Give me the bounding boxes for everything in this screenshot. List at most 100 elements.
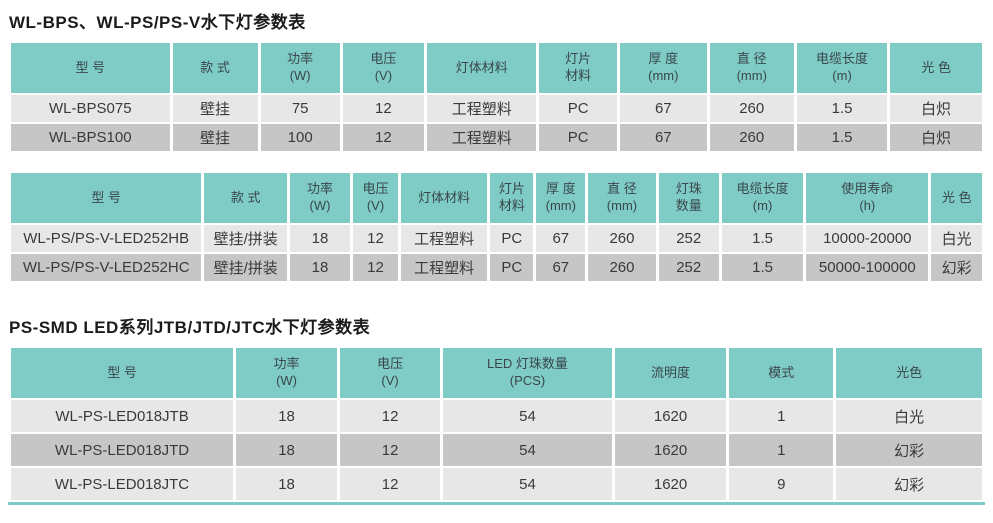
table-wl-bps: 型 号 款 式 功率 (W) 电压 (V) 灯体材料 灯片 材料 厚 度 (mm… — [8, 41, 985, 153]
cell-power: 18 — [236, 468, 338, 500]
cell-voltage: 12 — [352, 225, 398, 252]
cell-mode: 9 — [729, 468, 834, 500]
cell-light-color: 白炽 — [890, 124, 982, 151]
table-row: WL-BPS075 壁挂 75 12 工程塑料 PC 67 260 1.5 白炽 — [11, 95, 982, 122]
col-header-model: 型 号 — [11, 173, 202, 223]
col-header-lifespan: 使用寿命 (h) — [806, 173, 929, 223]
cell-cable-length: 1.5 — [721, 254, 804, 281]
col-header-voltage: 电压 (V) — [340, 348, 441, 398]
cell-style: 壁挂/拼装 — [204, 254, 287, 281]
cell-model: WL-PS-LED018JTC — [11, 468, 234, 500]
cell-model: WL-BPS100 — [11, 124, 170, 151]
cell-light-color: 幻彩 — [836, 468, 982, 500]
cell-led-count: 54 — [443, 434, 612, 466]
cell-style: 壁挂 — [172, 124, 258, 151]
col-header-lens-material: 灯片 材料 — [539, 43, 617, 93]
col-header-power: 功率 (W) — [260, 43, 340, 93]
cell-lens-material: PC — [490, 225, 534, 252]
col-header-voltage: 电压 (V) — [342, 43, 424, 93]
cell-lumens: 1620 — [614, 434, 727, 466]
cell-led-count: 252 — [658, 254, 719, 281]
col-header-mode: 模式 — [729, 348, 834, 398]
col-header-light-color: 光 色 — [890, 43, 982, 93]
cell-body-material: 工程塑料 — [426, 95, 537, 122]
col-header-lumens: 流明度 — [614, 348, 727, 398]
catalog-page: WL-BPS、WL-PS/PS-V水下灯参数表 型 号 款 式 功率 (W) 电… — [8, 13, 985, 505]
cell-mode: 1 — [729, 400, 834, 432]
col-header-model: 型 号 — [11, 43, 170, 93]
col-header-power: 功率 (W) — [289, 173, 350, 223]
cell-lumens: 1620 — [614, 400, 727, 432]
section2-title: PS-SMD LED系列JTB/JTD/JTC水下灯参数表 — [9, 318, 371, 337]
table-header-row: 型 号 款 式 功率 (W) 电压 (V) 灯体材料 灯片 材料 厚 度 (mm… — [11, 173, 982, 223]
cell-diameter: 260 — [588, 254, 656, 281]
cell-diameter: 260 — [588, 225, 656, 252]
col-header-model: 型 号 — [11, 348, 234, 398]
cell-body-material: 工程塑料 — [401, 225, 488, 252]
cell-body-material: 工程塑料 — [426, 124, 537, 151]
table-header-row: 型 号 功率 (W) 电压 (V) LED 灯珠数量 (PCS) 流明度 模式 … — [11, 348, 982, 398]
table-row: WL-PS-LED018JTB 18 12 54 1620 1 白光 — [11, 400, 982, 432]
col-header-light-color: 光色 — [836, 348, 982, 398]
cell-model: WL-PS-LED018JTB — [11, 400, 234, 432]
cell-cable-length: 1.5 — [796, 124, 888, 151]
col-header-lens-material: 灯片 材料 — [490, 173, 534, 223]
col-header-led-count: 灯珠 数量 — [658, 173, 719, 223]
cell-voltage: 12 — [352, 254, 398, 281]
cell-model: WL-PS-LED018JTD — [11, 434, 234, 466]
table-row: WL-PS/PS-V-LED252HB 壁挂/拼装 18 12 工程塑料 PC … — [11, 225, 982, 252]
table-row: WL-PS-LED018JTC 18 12 54 1620 9 幻彩 — [11, 468, 982, 500]
col-header-cable-length: 电缆长度 (m) — [796, 43, 888, 93]
col-header-body-material: 灯体材料 — [401, 173, 488, 223]
table-row: WL-BPS100 壁挂 100 12 工程塑料 PC 67 260 1.5 白… — [11, 124, 982, 151]
cell-voltage: 12 — [342, 95, 424, 122]
cell-cable-length: 1.5 — [796, 95, 888, 122]
cell-thickness: 67 — [619, 124, 707, 151]
col-header-thickness: 厚 度 (mm) — [536, 173, 586, 223]
cell-power: 18 — [289, 254, 350, 281]
table-bottom-accent-bar — [8, 502, 985, 505]
cell-mode: 1 — [729, 434, 834, 466]
col-header-diameter: 直 径 (mm) — [709, 43, 794, 93]
cell-model: WL-PS/PS-V-LED252HB — [11, 225, 202, 252]
cell-thickness: 67 — [536, 254, 586, 281]
cell-power: 18 — [289, 225, 350, 252]
col-header-body-material: 灯体材料 — [426, 43, 537, 93]
cell-lumens: 1620 — [614, 468, 727, 500]
cell-light-color: 幻彩 — [931, 254, 982, 281]
table-wl-ps-psv: 型 号 款 式 功率 (W) 电压 (V) 灯体材料 灯片 材料 厚 度 (mm… — [8, 171, 985, 283]
cell-lifespan: 50000-100000 — [806, 254, 929, 281]
col-header-led-count: LED 灯珠数量 (PCS) — [443, 348, 612, 398]
table-row: WL-PS/PS-V-LED252HC 壁挂/拼装 18 12 工程塑料 PC … — [11, 254, 982, 281]
cell-style: 壁挂 — [172, 95, 258, 122]
cell-cable-length: 1.5 — [721, 225, 804, 252]
cell-light-color: 幻彩 — [836, 434, 982, 466]
cell-led-count: 54 — [443, 400, 612, 432]
cell-led-count: 54 — [443, 468, 612, 500]
col-header-diameter: 直 径 (mm) — [588, 173, 656, 223]
col-header-light-color: 光 色 — [931, 173, 982, 223]
col-header-power: 功率 (W) — [236, 348, 338, 398]
cell-lens-material: PC — [539, 95, 617, 122]
cell-light-color: 白光 — [836, 400, 982, 432]
col-header-style: 款 式 — [172, 43, 258, 93]
cell-lens-material: PC — [490, 254, 534, 281]
cell-model: WL-PS/PS-V-LED252HC — [11, 254, 202, 281]
cell-light-color: 白光 — [931, 225, 982, 252]
cell-body-material: 工程塑料 — [401, 254, 488, 281]
cell-light-color: 白炽 — [890, 95, 982, 122]
col-header-cable-length: 电缆长度 (m) — [721, 173, 804, 223]
cell-lens-material: PC — [539, 124, 617, 151]
cell-voltage: 12 — [340, 400, 441, 432]
cell-voltage: 12 — [342, 124, 424, 151]
table-row: WL-PS-LED018JTD 18 12 54 1620 1 幻彩 — [11, 434, 982, 466]
section1-title: WL-BPS、WL-PS/PS-V水下灯参数表 — [9, 13, 306, 32]
cell-power: 18 — [236, 400, 338, 432]
col-header-style: 款 式 — [204, 173, 287, 223]
table-header-row: 型 号 款 式 功率 (W) 电压 (V) 灯体材料 灯片 材料 厚 度 (mm… — [11, 43, 982, 93]
cell-power: 75 — [260, 95, 340, 122]
col-header-thickness: 厚 度 (mm) — [619, 43, 707, 93]
col-header-voltage: 电压 (V) — [352, 173, 398, 223]
cell-style: 壁挂/拼装 — [204, 225, 287, 252]
cell-model: WL-BPS075 — [11, 95, 170, 122]
